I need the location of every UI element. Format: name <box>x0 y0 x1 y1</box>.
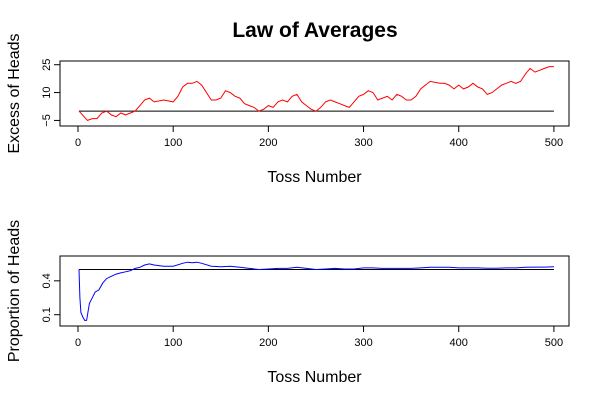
x-tick-label: 300 <box>354 137 372 149</box>
x-tick-label: 400 <box>450 137 468 149</box>
x-tick-label: 200 <box>259 137 277 149</box>
y-tick-label: 10 <box>41 86 53 98</box>
x-tick-label: 200 <box>259 337 277 349</box>
proportion-heads-panel: Toss Number Proportion of Heads 0 100 200 3… <box>6 220 570 386</box>
data-series-line <box>78 261 554 321</box>
x-tick-label: 500 <box>545 337 563 349</box>
x-tick-label: 0 <box>75 137 81 149</box>
y-tick-label: 25 <box>41 59 53 71</box>
x-tick-label: 100 <box>164 337 182 349</box>
y-axis-label-top: Excess of Heads <box>6 33 23 153</box>
y-tick-label: 0.1 <box>41 307 53 322</box>
data-series-line <box>78 66 554 121</box>
x-tick-label: 0 <box>75 337 81 349</box>
x-tick-label: 400 <box>450 337 468 349</box>
plot-frame-bottom <box>59 255 570 327</box>
x-tick-label: 500 <box>545 137 563 149</box>
x-axis-label-top: Toss Number <box>267 169 362 186</box>
y-tick-label: 0.4 <box>41 273 53 288</box>
y-axis-label-bottom: Proportion of Heads <box>6 220 23 362</box>
y-tick-label: −5 <box>41 114 53 127</box>
chart-title: Law of Averages <box>232 19 397 42</box>
x-tick-label: 100 <box>164 137 182 149</box>
plot-frame-top <box>59 60 570 127</box>
x-tick-label: 300 <box>354 337 372 349</box>
x-axis-label-bottom: Toss Number <box>267 369 362 386</box>
excess-heads-panel: Toss Number Excess of Heads 0 100 200 300 40… <box>6 33 570 186</box>
